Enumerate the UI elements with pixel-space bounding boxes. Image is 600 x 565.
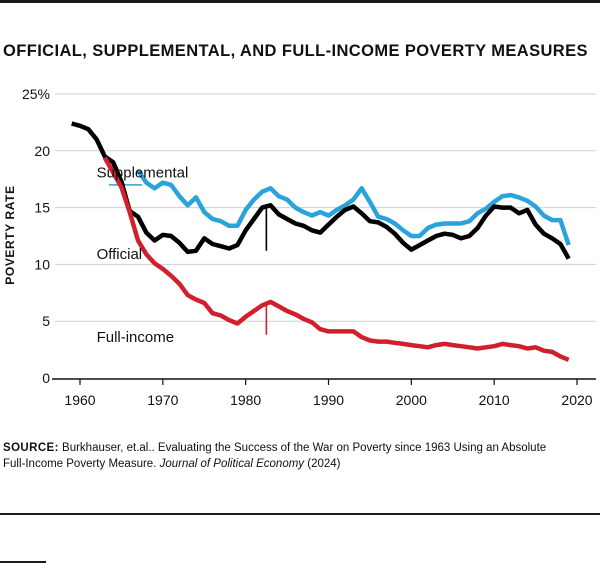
source-label: SOURCE: — [3, 442, 59, 454]
supplemental-label: Supplemental — [97, 164, 189, 181]
x-tick-label: 2000 — [396, 392, 427, 408]
y-tick-label: 5 — [42, 313, 50, 329]
y-axis-label: POVERTY RATE — [3, 185, 17, 284]
series-lines — [71, 121, 571, 362]
y-tick-label: 20 — [34, 143, 50, 159]
source-journal: Journal of Political Economy — [159, 458, 305, 470]
line-chart: 0 5 10 15 20 25% 1960 1970 1980 1990 2000 2010 2020… — [3, 86, 596, 408]
y-axis-ticks: 0 5 10 15 20 25% — [22, 86, 50, 386]
full-income-label: Full-income — [97, 329, 175, 346]
footer-rule — [0, 561, 46, 563]
y-tick-label: 10 — [34, 256, 50, 272]
x-axis: 1960 1970 1980 1990 2000 2010 2020 — [52, 378, 596, 408]
x-tick-label: 1990 — [313, 392, 344, 408]
source-note: SOURCE: Burkhauser, et.al.. Evaluating t… — [3, 440, 563, 472]
official-series-line — [71, 121, 571, 260]
y-tick-label: 15 — [34, 200, 50, 216]
x-tick-label: 2020 — [561, 392, 592, 408]
y-tick-label: 0 — [42, 370, 50, 386]
gridlines — [55, 93, 596, 322]
full-income-series-line — [102, 156, 570, 362]
x-tick-label: 1970 — [147, 392, 178, 408]
top-rule — [0, 0, 600, 3]
x-tick-label: 1980 — [230, 392, 261, 408]
x-tick-label: 1960 — [64, 392, 95, 408]
bottom-rule — [0, 513, 600, 515]
y-tick-label: 25% — [22, 86, 50, 102]
series-labels: Supplemental Official Full-income — [97, 164, 189, 346]
source-year: (2024) — [304, 458, 341, 470]
official-label: Official — [97, 246, 143, 263]
supplemental-series-line — [136, 168, 571, 246]
x-tick-label: 2010 — [479, 392, 510, 408]
source-text: Burkhauser, et.al.. Evaluating the Succe… — [3, 442, 547, 470]
chart-title: OFFICIAL, SUPPLEMENTAL, AND FULL-INCOME … — [3, 42, 588, 60]
